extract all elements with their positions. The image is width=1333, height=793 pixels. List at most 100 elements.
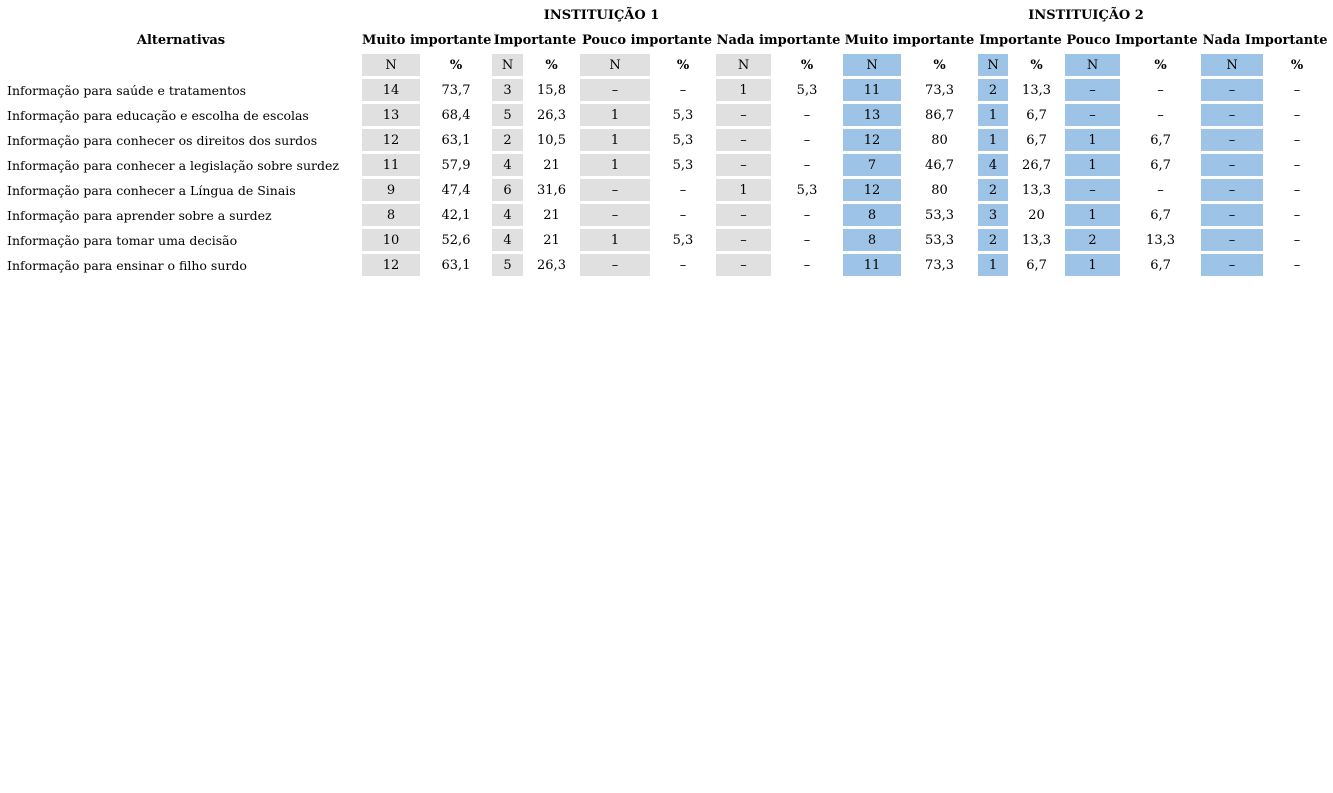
n-cell: 4 — [492, 204, 523, 226]
n-cell: 1 — [580, 229, 650, 251]
importance-comparison-table: INSTITUIÇÃO 1 INSTITUIÇÃO 2 Alternativas… — [0, 0, 1331, 279]
n-cell: 2 — [492, 129, 523, 151]
pct-cell: 6,7 — [1026, 107, 1047, 123]
table-row: Informação para conhecer a legislação so… — [2, 154, 1329, 176]
pct-cell: – — [679, 82, 687, 98]
n-column-header: N — [843, 54, 902, 76]
table-row: Informação para ensinar o filho surdo 12 6… — [2, 254, 1329, 276]
pct-cell: 53,3 — [925, 207, 954, 223]
institution-2-title: INSTITUIÇÃO 2 — [1028, 7, 1144, 23]
table-row: Informação para educação e escolha de es… — [2, 104, 1329, 126]
n-cell: – — [716, 154, 771, 176]
pct-cell: 53,3 — [925, 232, 954, 248]
n-cell: 4 — [978, 154, 1009, 176]
pct-cell: 73,3 — [925, 257, 954, 273]
n-column-header: N — [716, 54, 771, 76]
pct-column-header: % — [1154, 57, 1167, 73]
pct-cell: 68,4 — [441, 107, 471, 123]
institution-1-title: INSTITUIÇÃO 1 — [543, 7, 660, 23]
n-cell: 5 — [492, 254, 523, 276]
pct-column-header: % — [933, 57, 946, 73]
pct-cell: 42,1 — [441, 207, 471, 223]
n-cell: 8 — [843, 204, 902, 226]
pct-cell: 13,3 — [1146, 232, 1175, 248]
n-cell: 2 — [978, 79, 1009, 101]
n-cell: 1 — [580, 129, 650, 151]
title-row-spacer — [2, 3, 360, 27]
alternativas-header: Alternativas — [136, 33, 226, 48]
row-label: Informação para aprender sobre a surdez — [7, 207, 272, 223]
pct-cell: 26,3 — [537, 257, 566, 273]
n-cell: 13 — [362, 104, 420, 126]
pct-cell: – — [1293, 82, 1301, 98]
pct-cell: 80 — [931, 132, 948, 148]
pct-cell: 21 — [543, 207, 560, 223]
pct-cell: – — [679, 257, 687, 273]
pct-cell: 6,7 — [1026, 132, 1047, 148]
n-cell: – — [1201, 204, 1264, 226]
n-cell: – — [1201, 79, 1264, 101]
n-cell: – — [1201, 179, 1264, 201]
n-cell: 13 — [843, 104, 902, 126]
row-label: Informação para conhecer a legislação so… — [7, 157, 339, 173]
n-cell: 2 — [1065, 229, 1121, 251]
category-header-i1-pouco-importante: Pouco importante — [581, 33, 713, 48]
category-header-i2-muito-importante: Muito importante — [844, 33, 975, 48]
n-column-header: N — [978, 54, 1009, 76]
pct-cell: 6,7 — [1150, 257, 1171, 273]
n-cell: – — [716, 229, 771, 251]
n-column-header: N — [1201, 54, 1264, 76]
pct-cell: 52,6 — [441, 232, 471, 248]
n-cell: 12 — [843, 179, 902, 201]
n-cell: 11 — [843, 254, 902, 276]
row-label: Informação para ensinar o filho surdo — [7, 257, 247, 273]
pct-cell: 80 — [931, 182, 948, 198]
n-column-header: N — [580, 54, 650, 76]
n-cell: 12 — [362, 254, 420, 276]
category-header-i2-pouco-importante: Pouco Importante — [1066, 33, 1198, 48]
n-cell: 7 — [843, 154, 902, 176]
subheader-row-spacer — [2, 54, 360, 76]
n-cell: 1 — [716, 179, 771, 201]
row-label: Informação para educação e escolha de es… — [7, 107, 309, 123]
pct-cell: 47,4 — [441, 182, 471, 198]
pct-cell: 5,3 — [672, 157, 694, 173]
pct-cell: – — [1293, 182, 1301, 198]
pct-column-header: % — [1290, 57, 1304, 73]
n-cell: 1 — [978, 254, 1009, 276]
n-cell: 10 — [362, 229, 420, 251]
n-cell: – — [580, 254, 650, 276]
institution-title-row: INSTITUIÇÃO 1 INSTITUIÇÃO 2 — [2, 3, 1329, 27]
n-cell: 4 — [492, 229, 523, 251]
row-label: Informação para tomar uma decisão — [7, 232, 238, 248]
n-cell: 14 — [362, 79, 420, 101]
n-cell: – — [716, 254, 771, 276]
table-row: Informação para conhecer os direitos dos… — [2, 129, 1329, 151]
n-cell: – — [1065, 79, 1121, 101]
pct-cell: 21 — [543, 157, 560, 173]
pct-cell: 6,7 — [1150, 157, 1171, 173]
n-cell: – — [1065, 179, 1121, 201]
n-cell: – — [580, 204, 650, 226]
n-cell: – — [716, 104, 771, 126]
n-cell: – — [1065, 104, 1121, 126]
n-cell: 6 — [492, 179, 523, 201]
pct-cell: – — [1293, 207, 1301, 223]
n-cell: 1 — [978, 129, 1009, 151]
n-cell: 2 — [978, 229, 1009, 251]
table-row: Informação para saúde e tratamentos 14 73,… — [2, 79, 1329, 101]
pct-cell: 13,3 — [1022, 182, 1051, 198]
n-cell: 3 — [492, 79, 523, 101]
pct-cell: 5,3 — [672, 232, 694, 248]
table-row: Informação para tomar uma decisão 10 52,6 4… — [2, 229, 1329, 251]
pct-cell: 21 — [543, 232, 560, 248]
n-cell: – — [716, 204, 771, 226]
n-cell: 2 — [978, 179, 1009, 201]
n-column-header: N — [1065, 54, 1121, 76]
category-header-i1-nada-importante: Nada importante — [716, 33, 841, 48]
pct-cell: 13,3 — [1022, 82, 1051, 98]
n-column-header: N — [362, 54, 420, 76]
pct-cell: 20 — [1028, 207, 1045, 223]
n-cell: – — [580, 79, 650, 101]
n-cell: 1 — [1065, 154, 1121, 176]
